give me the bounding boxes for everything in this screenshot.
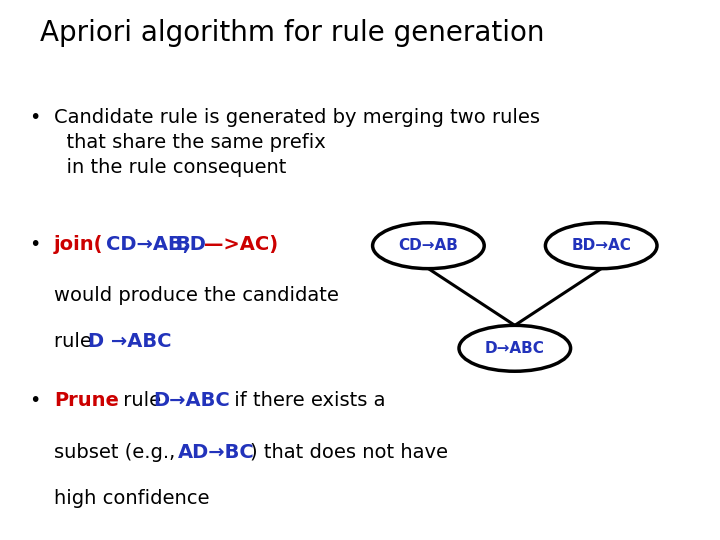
Text: •: • — [29, 108, 40, 127]
Text: •: • — [29, 392, 40, 410]
Text: Candidate rule is generated by merging two rules
  that share the same prefix
  : Candidate rule is generated by merging t… — [54, 108, 540, 177]
Text: BD: BD — [175, 235, 206, 254]
Text: D →ABC: D →ABC — [88, 332, 171, 351]
Text: Apriori algorithm for rule generation: Apriori algorithm for rule generation — [40, 19, 544, 47]
Text: Prune: Prune — [54, 392, 119, 410]
Text: high confidence: high confidence — [54, 489, 210, 508]
Text: subset (e.g.,: subset (e.g., — [54, 443, 181, 462]
Text: •: • — [29, 235, 40, 254]
Text: BD→AC: BD→AC — [571, 238, 631, 253]
Text: would produce the candidate: would produce the candidate — [54, 286, 339, 305]
Text: CD→AB,: CD→AB, — [106, 235, 190, 254]
Text: join(: join( — [54, 235, 104, 254]
Ellipse shape — [372, 222, 484, 268]
Ellipse shape — [546, 222, 657, 268]
Text: rule: rule — [54, 332, 98, 351]
Text: rule: rule — [117, 392, 168, 410]
Text: ) that does not have: ) that does not have — [250, 443, 448, 462]
Text: —>AC): —>AC) — [204, 235, 278, 254]
Text: AD→BC: AD→BC — [178, 443, 255, 462]
Text: if there exists a: if there exists a — [228, 392, 385, 410]
Text: D→ABC: D→ABC — [153, 392, 230, 410]
Ellipse shape — [459, 325, 570, 372]
Text: CD→AB: CD→AB — [398, 238, 459, 253]
Text: D→ABC: D→ABC — [485, 341, 545, 356]
